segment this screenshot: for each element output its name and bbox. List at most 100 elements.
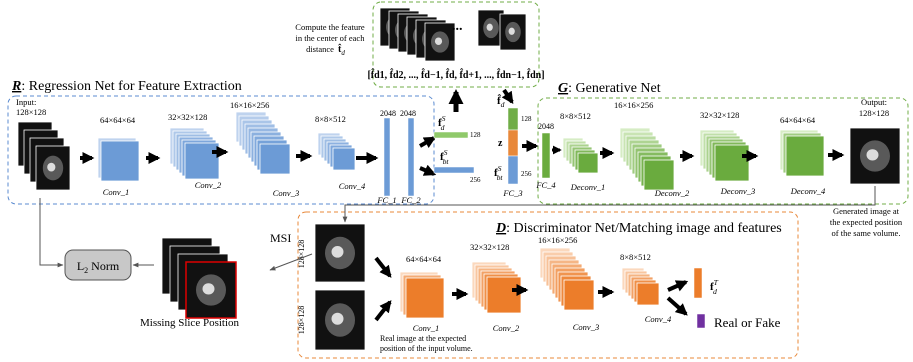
l2-main: L xyxy=(77,259,84,273)
arrow xyxy=(668,282,686,290)
label: 32×32×128 xyxy=(168,112,207,122)
label: [f̂d1, f̂d2, ..., f̂d−1, f̂d, f̂d+1, ...… xyxy=(367,68,544,81)
feature-fbt-sup: S xyxy=(444,148,448,157)
label: 16×16×256 xyxy=(230,100,269,110)
arrow xyxy=(420,138,434,146)
label: FC_2 xyxy=(400,195,421,205)
arrow xyxy=(376,258,390,276)
label: 128×128 xyxy=(297,240,306,269)
label: the expected position xyxy=(830,217,903,227)
label: 32×32×128 xyxy=(470,242,509,252)
fc3-fbt: fSbt xyxy=(494,164,503,182)
fc3-fd-sub: d xyxy=(501,100,505,109)
feature-fdt-sub: d xyxy=(713,287,717,296)
label: 2048 xyxy=(538,122,554,131)
feature-map xyxy=(644,160,674,190)
mri-tissue xyxy=(332,313,344,325)
label: Conv_2 xyxy=(195,180,222,190)
fc-bar xyxy=(434,132,468,138)
label: Conv_4 xyxy=(339,181,366,191)
output-bar xyxy=(697,314,705,328)
l2-rest: Norm xyxy=(88,259,120,273)
section-letter: G xyxy=(558,81,568,96)
feature-map xyxy=(564,280,594,310)
section-title: D: Discriminator Net/Matching image and … xyxy=(495,221,782,236)
label: 16×16×256 xyxy=(614,100,653,110)
label: FC_1 xyxy=(376,195,396,205)
label: distance xyxy=(306,44,334,54)
label: Deconv_2 xyxy=(654,188,690,198)
label: 128×128 xyxy=(16,107,46,117)
section-title-text: : Regression Net for Feature Extraction xyxy=(21,79,241,94)
label: Input: xyxy=(16,97,36,107)
section-letter: R xyxy=(11,79,21,94)
section-title: R: Regression Net for Feature Extraction xyxy=(11,79,242,94)
label: Generated image at xyxy=(833,206,900,216)
label: 8×8×512 xyxy=(315,114,346,124)
feature-map xyxy=(786,136,824,176)
fc-bar xyxy=(434,167,474,173)
label: FC_4 xyxy=(535,180,556,190)
label: 64×64×64 xyxy=(780,115,816,125)
label: Compute the feature xyxy=(295,22,365,32)
fc3-fbt-sup: S xyxy=(498,164,502,173)
fc3-fbt-sub: bt xyxy=(497,173,504,182)
label: Output: xyxy=(861,97,887,107)
l2-norm-label: L2 Norm xyxy=(77,259,120,275)
arrow xyxy=(668,298,686,314)
diagram: ... [f̂d1, f̂d2, ..., f̂d−1, f̂d, f̂d+1, … xyxy=(0,0,913,362)
feature-map xyxy=(260,144,290,174)
mri-tissue xyxy=(47,163,55,172)
arrow xyxy=(376,302,390,320)
section-letter: D xyxy=(495,221,506,236)
label: ... xyxy=(452,19,463,34)
arrow xyxy=(504,90,512,102)
feature-map xyxy=(406,278,444,318)
label: Conv_2 xyxy=(493,323,520,333)
feature-map xyxy=(185,143,219,179)
mri-tissue xyxy=(867,149,879,160)
label: Conv_1 xyxy=(103,187,129,197)
fc-bar xyxy=(542,133,550,178)
feature-map xyxy=(715,145,749,181)
label: Conv_1 xyxy=(413,323,439,333)
label: in the center of each xyxy=(296,33,366,43)
label: 128 xyxy=(521,115,532,123)
fc-bar xyxy=(384,118,390,196)
label: 2048 xyxy=(400,109,416,118)
fc3-fd: f̂d xyxy=(497,94,505,109)
mri-tissue xyxy=(509,28,515,35)
feature-map xyxy=(487,277,521,313)
label: 64×64×64 xyxy=(100,115,136,125)
label: 8×8×512 xyxy=(560,111,591,121)
feature-map xyxy=(333,148,355,170)
label: Real or Fake xyxy=(714,315,781,330)
label: 256 xyxy=(521,170,532,178)
fc-bar xyxy=(508,108,518,130)
section-title-text: : Generative Net xyxy=(568,81,661,96)
label: Missing Slice Position xyxy=(140,317,240,329)
fc-bar xyxy=(408,118,414,196)
label: Deconv_1 xyxy=(570,182,605,192)
label: MSI xyxy=(270,231,291,245)
label: 128 xyxy=(470,131,481,139)
section-title: G: Generative Net xyxy=(558,81,661,96)
label: 64×64×64 xyxy=(406,254,442,264)
section-title-text: : Discriminator Net/Matching image and f… xyxy=(506,221,782,236)
mri-tissue xyxy=(435,37,442,45)
mri-tissue xyxy=(332,246,344,258)
label: FC_3 xyxy=(502,188,522,198)
fc-bar xyxy=(508,130,518,156)
label: 32×32×128 xyxy=(700,110,739,120)
label: Conv_3 xyxy=(273,188,299,198)
mri-tissue xyxy=(487,24,493,31)
connector xyxy=(40,198,63,265)
feature-map xyxy=(637,283,659,305)
feature-fd-sub: d xyxy=(441,123,445,132)
label: Real image at the expected xyxy=(380,334,466,343)
label: Deconv_3 xyxy=(720,186,755,196)
label: 8×8×512 xyxy=(620,252,651,262)
